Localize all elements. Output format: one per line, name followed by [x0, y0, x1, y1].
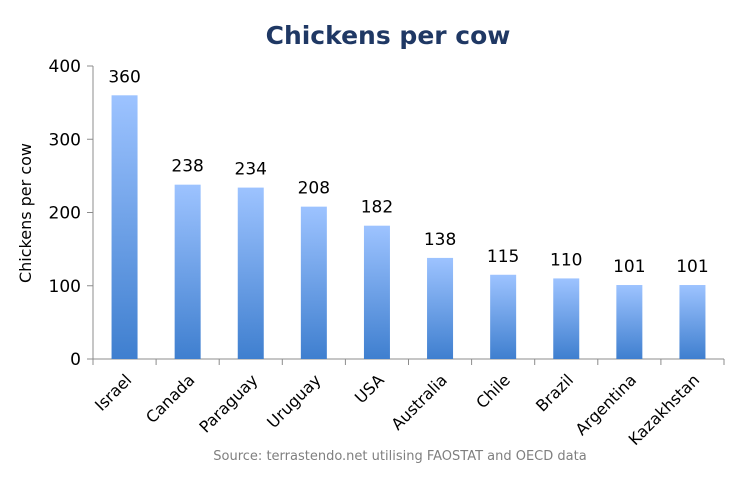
bar-australia	[427, 257, 454, 359]
x-tick-label: Brazil	[532, 370, 577, 415]
bar-chile	[490, 274, 517, 359]
data-label: 234	[235, 160, 267, 180]
data-label: 138	[424, 230, 456, 250]
bar-uruguay	[300, 206, 327, 359]
bar-brazil	[553, 278, 580, 359]
bar-paraguay	[237, 187, 264, 359]
y-tick-label: 0	[70, 350, 81, 370]
source-note: Source: terrastendo.net utilising FAOSTA…	[213, 449, 586, 464]
y-tick-label: 300	[49, 130, 81, 150]
data-label: 101	[613, 257, 645, 277]
y-axis-label: Chickens per cow	[16, 143, 35, 283]
data-label: 238	[171, 157, 203, 177]
x-tick-label: Chile	[472, 370, 514, 412]
x-tick-label: USA	[351, 370, 388, 407]
data-label: 110	[550, 250, 582, 270]
chart-title: Chickens per cow	[266, 21, 511, 50]
x-tick-label: Paraguay	[195, 370, 261, 436]
y-tick-label: 100	[49, 277, 81, 297]
bar-usa	[363, 225, 390, 359]
data-label: 360	[108, 67, 140, 87]
x-tick-label: Uruguay	[263, 370, 325, 432]
bar-kazakhstan	[679, 285, 706, 359]
x-tick-label: Canada	[142, 370, 198, 426]
x-tick-label: Australia	[387, 370, 450, 433]
y-tick-label: 200	[49, 204, 81, 224]
data-label: 208	[298, 179, 330, 199]
data-label: 182	[361, 198, 393, 218]
x-tick-label: Argentina	[572, 370, 641, 439]
data-label: 115	[487, 247, 519, 267]
bar-israel	[111, 95, 138, 360]
y-tick-label: 400	[49, 57, 81, 77]
bar-canada	[174, 184, 201, 359]
x-tick-label: Israel	[91, 370, 135, 414]
data-label: 101	[676, 257, 708, 277]
bar-argentina	[616, 285, 643, 359]
